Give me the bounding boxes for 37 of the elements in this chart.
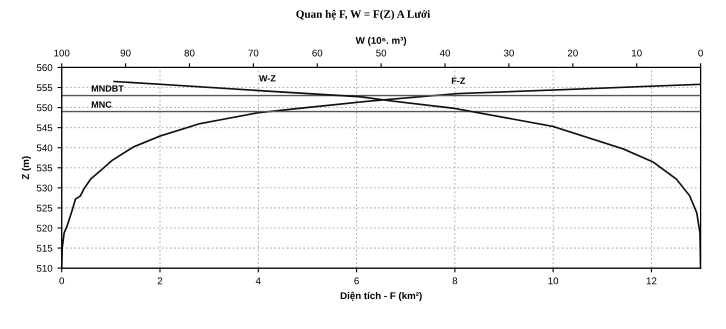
y-tick-label: 515 [36, 244, 52, 252]
x-tick-label: 4 [256, 278, 261, 284]
y-tick-label: 525 [36, 204, 52, 212]
chart-title: Quan hệ F, W = F(Z) A Lưới [296, 10, 430, 20]
x2-tick-label: 50 [376, 50, 386, 56]
y-tick-label: 550 [36, 104, 52, 112]
ref-line-label: MNDBT [92, 85, 124, 92]
series-label: W-Z [259, 75, 276, 82]
x-axis-title: Diện tích - F (km²) [340, 292, 422, 302]
x2-tick-label: 30 [504, 50, 514, 56]
y-tick-label: 535 [36, 164, 52, 172]
y-tick-label: 540 [36, 144, 52, 152]
x2-tick-label: 90 [120, 50, 131, 56]
ref-line-label: MNC [92, 101, 112, 108]
x-tick-label: 0 [59, 277, 64, 284]
x2-tick-label: 100 [54, 50, 70, 56]
x-tick-label: 6 [354, 277, 359, 284]
y-tick-label: 545 [36, 124, 52, 132]
x2-tick-label: 70 [248, 50, 258, 56]
x2-tick-label: 60 [312, 50, 322, 56]
x2-tick-label: 0 [698, 50, 703, 56]
x-tick-label: 8 [452, 277, 458, 284]
y-axis-title: Z (m) [22, 156, 31, 180]
x2-tick-label: 20 [568, 50, 578, 56]
y-tick-label: 510 [36, 264, 52, 272]
x2-axis-title: W (10⁶. m³) [356, 36, 406, 46]
y-tick-label: 520 [36, 224, 52, 232]
series-label: F-Z [452, 78, 466, 84]
y-tick-label: 530 [36, 184, 52, 192]
y-tick-label: 560 [36, 64, 52, 72]
x-tick-label: 2 [158, 277, 162, 284]
y-tick-label: 555 [36, 84, 52, 92]
x-tick-label: 12 [646, 277, 656, 284]
x2-tick-label: 80 [184, 50, 195, 56]
x2-tick-label: 40 [440, 50, 450, 56]
x-tick-label: 10 [548, 277, 558, 284]
x2-tick-label: 10 [632, 50, 642, 56]
